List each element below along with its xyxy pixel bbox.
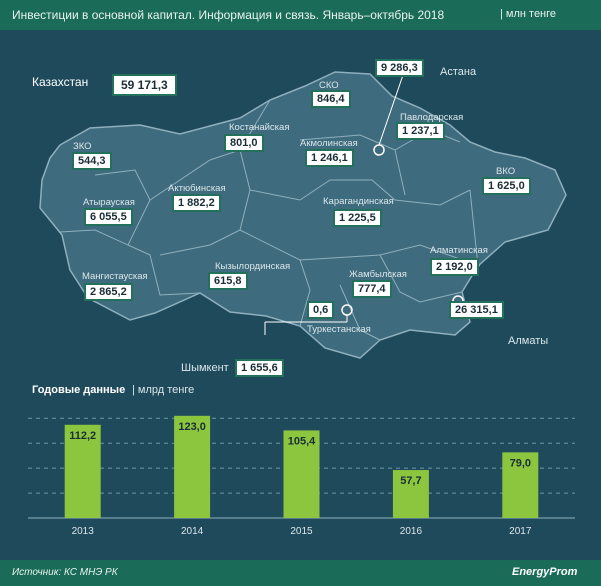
region-label-kyzylorda: Кызылординская (215, 261, 291, 272)
region-border (59, 169, 151, 246)
region-label-zhambyl: Жамбылская (349, 269, 407, 280)
region-value-zhambyl: 777,4 (352, 280, 392, 298)
annual-section-title: Годовые данные (32, 384, 126, 396)
region-label-akmola: Акмолинская (300, 138, 358, 149)
region-label-aktobe: Актюбинская (168, 183, 226, 194)
region-value-atyrau: 6 055,5 (84, 208, 133, 226)
x-tick-label: 2016 (400, 526, 423, 537)
bar-2013 (64, 424, 101, 518)
region-label-karaganda: Карагандинская (323, 196, 394, 207)
region-border (249, 179, 471, 206)
bar-value-label: 105,4 (288, 435, 316, 447)
header-bar: Инвестиции в основной капитал. Информаци… (0, 0, 601, 30)
region-label-kostanay: Костанайская (229, 122, 290, 133)
region-value-akmola: 1 246,1 (305, 149, 354, 167)
region-border (469, 189, 479, 267)
region-border (339, 284, 381, 341)
unit-label: | млн тенге (500, 8, 557, 20)
region-value-almaty-obl: 2 192,0 (430, 258, 479, 276)
region-value-aktobe: 1 882,2 (172, 194, 221, 212)
annual-bar-chart: 112,2 123,0 105,4 57,7 79,0 2013 2014 2015 2016… (28, 415, 575, 537)
region-value-kostanay: 801,0 (224, 134, 264, 152)
bar-value-label: 79,0 (510, 457, 531, 469)
page-title: Инвестиции в основной капитал. Информаци… (12, 8, 445, 22)
region-value-mangystau: 2 865,2 (84, 283, 133, 301)
bar-value-label: 57,7 (400, 475, 421, 487)
region-border (299, 134, 406, 196)
bar-2015 (283, 430, 320, 518)
kazakhstan-value: 59 171,3 (112, 74, 177, 96)
region-label-almaty-obl: Алматинская (430, 245, 488, 256)
region-border (379, 254, 463, 303)
region-value-sko: 846,4 (311, 90, 351, 108)
bar-value-label: 123,0 (178, 421, 206, 433)
region-value-turkestan: 0,6 (307, 301, 335, 319)
region-label-sko: СКО (319, 80, 339, 91)
city-value-almaty: 26 315,1 (449, 301, 504, 319)
bar-value-label: 112,2 (69, 430, 96, 442)
bar-2014 (174, 415, 211, 518)
astana-leader (378, 74, 404, 146)
region-label-turkestan: Туркестанская (307, 324, 371, 335)
x-tick-label: 2013 (72, 526, 95, 537)
region-label-mangystau: Мангистауская (82, 271, 148, 282)
region-value-karaganda: 1 225,5 (333, 209, 382, 227)
x-tick-label: 2017 (509, 526, 532, 537)
x-tick-label: 2014 (181, 526, 204, 537)
region-label-atyrau: Атырауская (83, 197, 135, 208)
city-label-astana: Астана (440, 66, 477, 78)
region-value-astana: 9 286,3 (375, 59, 424, 77)
region-value-pavlodar: 1 237,1 (396, 122, 445, 140)
region-border (299, 259, 311, 327)
region-label-zko: ЗКО (73, 141, 92, 152)
footer-bar: Источник: КС МНЭ РК EnergyProm (0, 560, 601, 586)
region-value-vko: 1 625,0 (482, 177, 531, 195)
bar-2017 (502, 452, 539, 518)
city-label-almaty: Алматы (508, 335, 549, 347)
city-label-shymkent: Шымкент (181, 362, 229, 374)
region-label-pavlodar: Павлодарская (400, 112, 464, 123)
source-note: Источник: КС МНЭ РК (12, 567, 118, 578)
energyprom-logo: EnergyProm (512, 566, 578, 578)
kazakhstan-label: Казахстан (32, 75, 89, 89)
region-value-kyzylorda: 615,8 (208, 272, 248, 290)
bar-2016 (392, 470, 429, 518)
region-value-zko: 544,3 (72, 152, 112, 170)
x-tick-label: 2015 (290, 526, 313, 537)
city-value-shymkent: 1 655,6 (235, 359, 284, 377)
region-label-vko: ВКО (496, 166, 516, 177)
annual-unit-label: | млрд тенге (132, 384, 195, 396)
region-border (127, 244, 201, 296)
